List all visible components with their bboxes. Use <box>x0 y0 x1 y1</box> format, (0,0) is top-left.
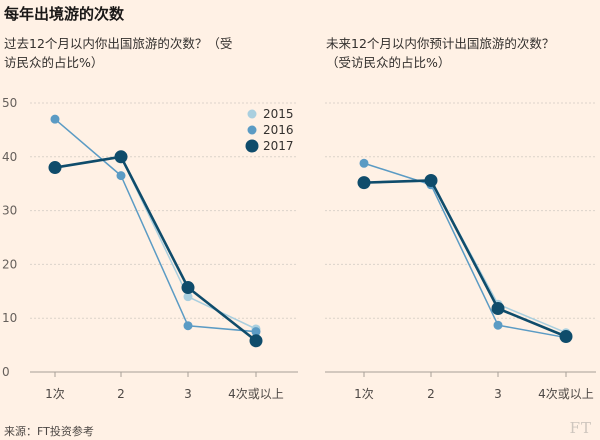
page-title: 每年出境游的次数 <box>4 5 125 23</box>
series-2016-point <box>50 114 60 124</box>
legend-label-2017: 2017 <box>263 139 294 153</box>
legend-label-2015: 2015 <box>263 107 294 121</box>
left-chart-subtitle: 过去12个月以内你出国旅游的次数？（受访民众的占比%） <box>4 36 233 70</box>
x-tick-label: 1次 <box>45 387 65 401</box>
y-tick-label: 20 <box>2 257 17 271</box>
y-tick-label: 50 <box>2 96 17 110</box>
series-2016-point <box>251 327 261 337</box>
legend-marker-2015 <box>247 109 257 119</box>
series-2017-point <box>559 329 573 343</box>
source-note: 来源：FT投资参考 <box>4 425 94 438</box>
x-tick-label: 4次或以上 <box>538 387 594 401</box>
series-2016-point <box>116 171 126 181</box>
series-2015-point <box>183 292 193 302</box>
legend-label-2016: 2016 <box>263 123 294 137</box>
series-2017-point <box>491 302 505 316</box>
series-2016-line <box>363 162 567 339</box>
legend-marker-2017 <box>245 139 259 153</box>
ft-logo: FT <box>569 419 592 437</box>
legend-marker-2016 <box>247 125 257 135</box>
series-2017-point <box>48 161 62 175</box>
series-2017-point <box>181 281 195 295</box>
series-2017-point <box>357 176 371 190</box>
right-chart-subtitle: 未来12个月以内你预计出国旅游的次数？（受访民众的占比%） <box>326 36 555 70</box>
series-2016-line <box>54 118 257 333</box>
x-tick-label: 2 <box>427 387 435 401</box>
series-2016-point <box>493 320 503 330</box>
series-2015-line <box>54 156 257 330</box>
series-2017-point <box>424 173 438 187</box>
series-2017-point <box>114 150 128 164</box>
series-2017-point <box>249 334 263 348</box>
x-tick-label: 4次或以上 <box>228 387 284 401</box>
y-tick-label: 30 <box>2 204 17 218</box>
series-2016-point <box>183 321 193 331</box>
y-tick-label: 10 <box>2 311 17 325</box>
series-2016-point <box>359 158 369 168</box>
y-tick-label: 40 <box>2 150 17 164</box>
series-2017-line <box>54 155 257 342</box>
x-tick-label: 3 <box>494 387 502 401</box>
x-tick-label: 1次 <box>354 387 374 401</box>
x-tick-label: 3 <box>184 387 192 401</box>
y-tick-label: 0 <box>2 365 10 379</box>
series-2017-line <box>363 179 567 338</box>
x-tick-label: 2 <box>117 387 125 401</box>
